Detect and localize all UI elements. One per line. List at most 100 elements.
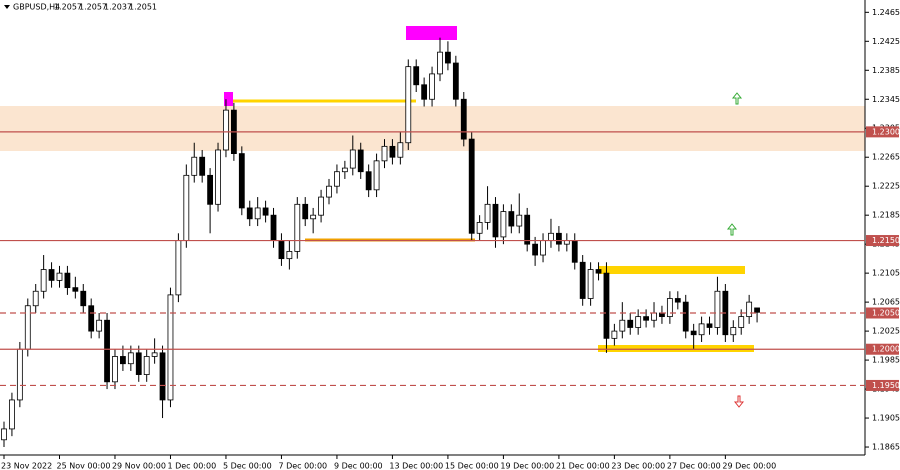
close-value: 1.2051: [129, 3, 157, 12]
candle-body: [706, 323, 713, 328]
candle-body: [167, 294, 174, 401]
candle-body: [183, 174, 190, 241]
candle-body: [64, 272, 71, 289]
candle-body: [278, 240, 285, 260]
candle-body: [492, 203, 499, 238]
candle-body: [310, 214, 317, 220]
x-tick-label: 7 Dec 00:00: [278, 462, 327, 470]
candle-body: [365, 171, 372, 191]
candle-body: [270, 214, 277, 241]
x-tick-label: 19 Dec 00:00: [500, 462, 554, 470]
candle-body: [437, 51, 443, 75]
x-tick-label: 15 Dec 00:00: [445, 462, 499, 470]
candle-body: [88, 305, 95, 332]
candle-body: [595, 269, 602, 274]
candle-body: [397, 142, 404, 158]
candle-body: [524, 214, 531, 245]
y-tick-label: 1.2065: [872, 298, 900, 307]
candle-body: [405, 66, 412, 144]
x-tick-label: 9 Dec 00:00: [334, 462, 383, 470]
candle-body: [96, 319, 103, 332]
level-box: [866, 343, 899, 355]
candle-body: [334, 171, 340, 187]
candle-body: [619, 319, 626, 332]
range-bottom: [598, 345, 754, 352]
x-tick-label: 27 Dec 00:00: [667, 462, 721, 470]
candle-body: [627, 319, 634, 328]
candle-body: [484, 203, 491, 223]
candle-body: [207, 174, 214, 205]
candle-body: [460, 98, 467, 140]
x-tick-label: 21 Dec 00:00: [556, 462, 610, 470]
candle-body: [666, 298, 673, 318]
high-marker: [224, 92, 233, 106]
candle-body: [548, 232, 554, 241]
low-value: 1.2037: [104, 3, 132, 12]
candle-body: [159, 352, 166, 401]
candle-body: [555, 232, 562, 245]
candle-body: [516, 214, 523, 227]
candle-body: [254, 207, 261, 220]
candle-body: [151, 352, 158, 357]
candle-body: [413, 66, 420, 86]
candle-body: [326, 185, 332, 198]
candle-body: [603, 272, 610, 339]
candle-body: [508, 211, 515, 227]
level-box: [866, 235, 899, 247]
candle-body: [48, 269, 55, 281]
y-tick-label: 1.2265: [872, 153, 900, 162]
symbol: GBPUSD,H4: [13, 3, 60, 12]
x-tick-label: 29 Dec 00:00: [722, 462, 776, 470]
candle-body: [294, 203, 301, 252]
candle-body: [349, 149, 356, 169]
candle-body: [635, 316, 642, 328]
candle-body: [682, 301, 689, 332]
y-tick-label: 1.2025: [872, 327, 900, 336]
candle-body: [429, 73, 435, 100]
supply-zone: [0, 106, 865, 151]
level-label: 1.2150: [866, 235, 900, 247]
y-tick-label: 1.2425: [872, 37, 900, 46]
x-tick-label: 23 Nov 2022: [1, 462, 52, 470]
candle-body: [500, 211, 507, 238]
candle-body: [191, 156, 198, 176]
level-text: 1.2150: [872, 236, 900, 245]
y-tick-label: 1.1865: [872, 443, 900, 452]
candle-body: [143, 356, 150, 375]
candle-body: [9, 399, 15, 430]
candle-body: [532, 243, 539, 256]
y-tick-label: 1.1905: [872, 414, 900, 423]
candle-body: [738, 316, 745, 328]
down-arrow: [733, 395, 745, 408]
menu-arrow: [4, 5, 10, 9]
candle-body: [730, 327, 737, 336]
candle-body: [1, 428, 7, 441]
candle-body: [754, 307, 760, 313]
candle-body: [112, 356, 118, 383]
x-tick-label: 23 Dec 00:00: [611, 462, 665, 470]
candle-body: [357, 149, 364, 173]
candle-body: [72, 287, 79, 292]
candle-body: [56, 272, 63, 281]
x-tick-label: 29 Nov 00:00: [112, 462, 166, 470]
candle-body: [651, 312, 657, 321]
level-label: 1.1950: [866, 379, 900, 391]
candle-body: [587, 269, 594, 299]
candle-body: [286, 251, 293, 260]
level-text: 1.2050: [872, 308, 900, 317]
candle-body: [690, 330, 697, 336]
high-value: 1.2057: [79, 3, 107, 12]
candle-body: [341, 167, 348, 173]
y-tick-label: 1.2465: [872, 8, 900, 17]
candle-body: [674, 298, 681, 303]
candle-body: [175, 240, 182, 296]
candle-body: [80, 290, 87, 307]
level-text: 1.2000: [872, 345, 900, 354]
level-text: 1.1950: [872, 381, 900, 390]
candle-body: [698, 323, 705, 336]
candle-body: [421, 84, 428, 100]
candle-body: [199, 156, 206, 176]
y-tick-label: 1.2105: [872, 269, 900, 278]
candle-body: [127, 352, 134, 365]
